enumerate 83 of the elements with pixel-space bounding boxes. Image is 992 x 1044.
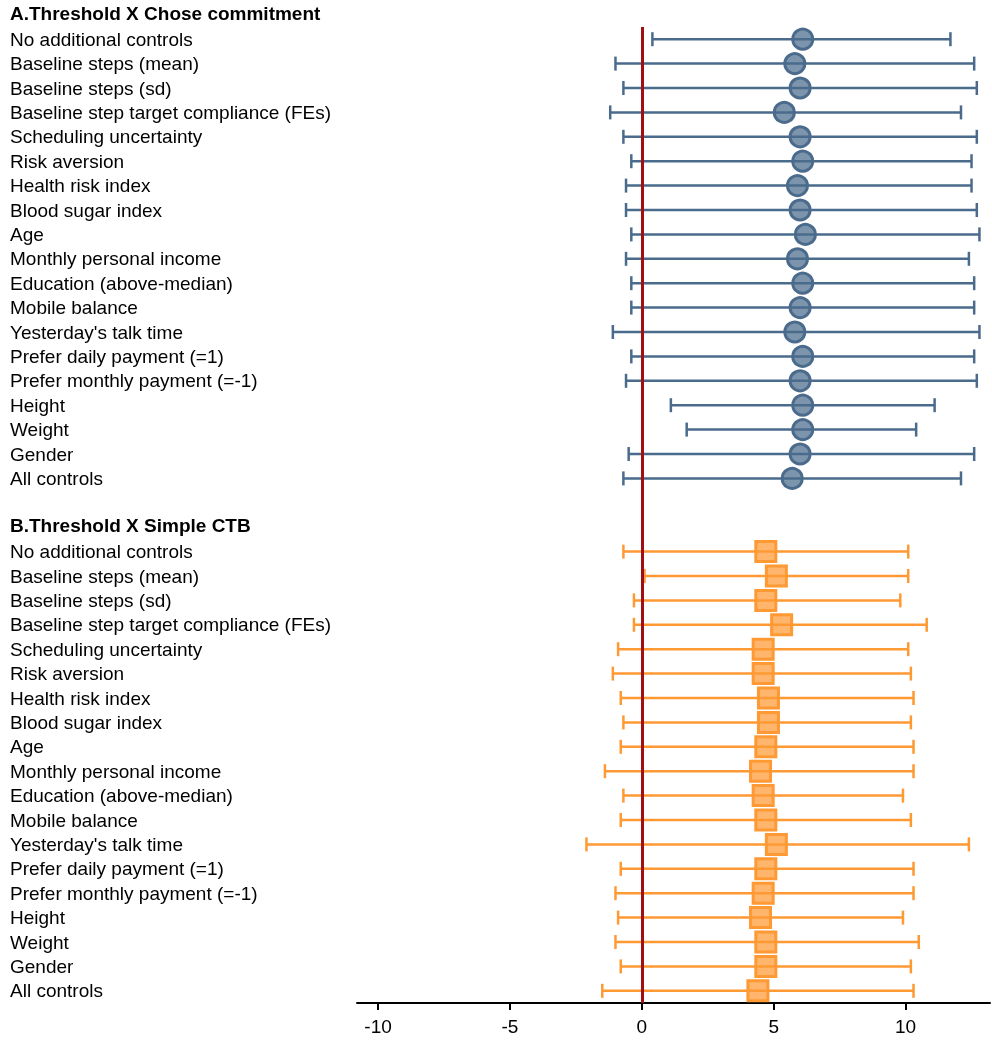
point [780,466,804,490]
y-tick-label: Height [10,907,66,929]
y-tick-label: Weight [10,419,70,441]
point [756,710,780,734]
y-tick-label: Yesterday's talk time [10,833,183,855]
y-tick-label: Prefer daily payment (=1) [10,858,224,880]
x-tick-label: 10 [895,1016,917,1037]
y-tick-label: Blood sugar index [10,711,163,733]
point [751,784,775,808]
y-tick-label: Baseline step target compliance (FEs) [10,614,332,636]
point [788,76,812,100]
y-tick-label: Baseline steps (sd) [10,589,172,611]
point [791,344,815,368]
point [791,418,815,442]
y-tick-label: Height [10,394,66,416]
y-tick-label: Baseline steps (sd) [10,77,172,99]
point [785,247,809,271]
point [788,296,812,320]
text: A.Threshold X Chose commitment [10,2,322,24]
y-tick-label: No additional controls [10,28,193,50]
point [746,979,770,1003]
point [754,930,778,954]
point [772,100,796,124]
x-tick-label: 5 [768,1016,780,1037]
y-tick-label: No additional controls [10,541,193,563]
point [754,857,778,881]
x-tick-label: -10 [364,1016,392,1037]
point [791,271,815,295]
point [791,27,815,51]
y-tick-label: Age [10,736,44,758]
point [754,588,778,612]
x-tick-label: 0 [636,1016,648,1037]
point [756,686,780,710]
point [764,564,788,588]
point [754,808,778,832]
x-tick-label: -5 [501,1016,519,1037]
y-tick-label: Education (above-median) [10,272,233,294]
point [754,954,778,978]
y-tick-label: Scheduling uncertainty [10,126,203,148]
point [791,149,815,173]
y-tick-label: Health risk index [10,175,151,197]
point [770,613,794,637]
y-tick-label: Mobile balance [10,297,138,319]
point [749,906,773,930]
y-tick-label: Gender [10,955,75,977]
point [785,174,809,198]
y-tick-label: Education (above-median) [10,785,233,807]
point [751,881,775,905]
y-tick-label: Yesterday's talk time [10,321,183,343]
point [754,540,778,564]
point [764,832,788,856]
y-tick-label: Scheduling uncertainty [10,638,203,660]
y-tick-label: Monthly personal income [10,248,222,270]
point [751,662,775,686]
y-tick-label: Mobile balance [10,809,138,831]
text: B.Threshold X Simple CTB [10,515,251,537]
y-tick-label: Risk aversion [10,150,125,172]
y-tick-label: Blood sugar index [10,199,163,221]
y-tick-label: All controls [10,980,103,1002]
point [754,735,778,759]
y-tick-label: All controls [10,467,103,489]
y-tick-label: Risk aversion [10,663,125,685]
y-tick-label: Weight [10,931,70,953]
point [788,442,812,466]
point [788,125,812,149]
point [791,393,815,417]
y-tick-label: Monthly personal income [10,760,222,782]
point [788,198,812,222]
y-tick-label: Prefer monthly payment (=-1) [10,370,258,392]
y-tick-label: Baseline steps (mean) [10,565,200,587]
y-tick-label: Baseline step target compliance (FEs) [10,101,332,123]
y-tick-label: Gender [10,443,75,465]
point [749,759,773,783]
y-tick-label: Baseline steps (mean) [10,53,200,75]
point [793,222,817,246]
y-tick-label: Prefer monthly payment (=-1) [10,882,258,904]
point [783,320,807,344]
point [788,369,812,393]
point [751,637,775,661]
y-tick-label: Age [10,223,44,245]
y-tick-label: Prefer daily payment (=1) [10,345,224,367]
point [783,52,807,76]
y-tick-label: Health risk index [10,687,151,709]
